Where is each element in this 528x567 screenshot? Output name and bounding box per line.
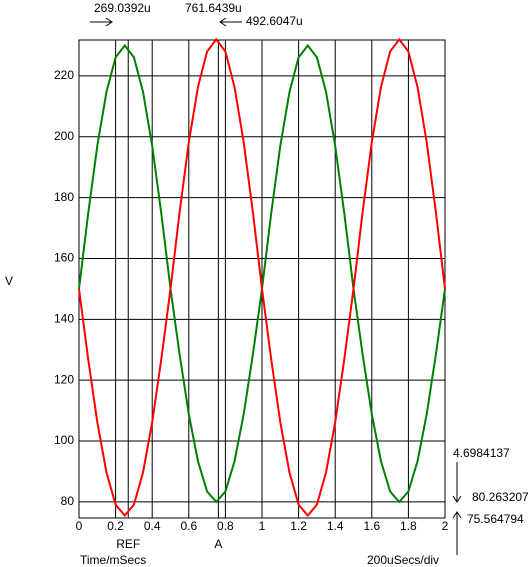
y-tick-label: 140	[54, 311, 74, 325]
x-axis-label: Time/mSecs	[80, 553, 146, 567]
x-tick-label: 0.4	[144, 519, 161, 533]
x-tick-label: 1.2	[290, 519, 307, 533]
a-value: 80.263207	[472, 490, 528, 504]
x-tick-label: 0.8	[217, 519, 234, 533]
cursor-label: REF	[116, 537, 140, 551]
scale-label: 200uSecs/div	[367, 553, 439, 567]
ref-time: 269.0392u	[94, 1, 151, 15]
delta-value: 4.6984137	[453, 446, 510, 460]
series-line	[78, 37, 446, 518]
x-tick-label: 0.6	[180, 519, 197, 533]
x-tick-label: 2	[442, 519, 449, 533]
y-tick-label: 160	[54, 251, 74, 265]
x-tick-label: 1.4	[327, 519, 344, 533]
arrows	[90, 17, 462, 555]
y-tick-label: 120	[54, 372, 74, 386]
y-tick-label: 80	[61, 494, 75, 508]
y-tick-label: 100	[54, 433, 74, 447]
y-tick-label: 200	[54, 129, 74, 143]
a-time: 761.6439u	[185, 1, 242, 15]
x-tick-label: 0	[76, 519, 83, 533]
y-tick-label: 180	[54, 190, 74, 204]
x-tick-label: 0.2	[107, 519, 124, 533]
ref-value: 75.564794	[467, 512, 524, 526]
x-tick-label: 1	[259, 519, 266, 533]
y-axis-label: V	[5, 274, 13, 288]
delta-time: 492.6047u	[246, 14, 303, 28]
y-tick-label: 220	[54, 68, 74, 82]
x-tick-label: 1.6	[363, 519, 380, 533]
cursor-label: A	[214, 537, 222, 551]
x-tick-label: 1.8	[400, 519, 417, 533]
